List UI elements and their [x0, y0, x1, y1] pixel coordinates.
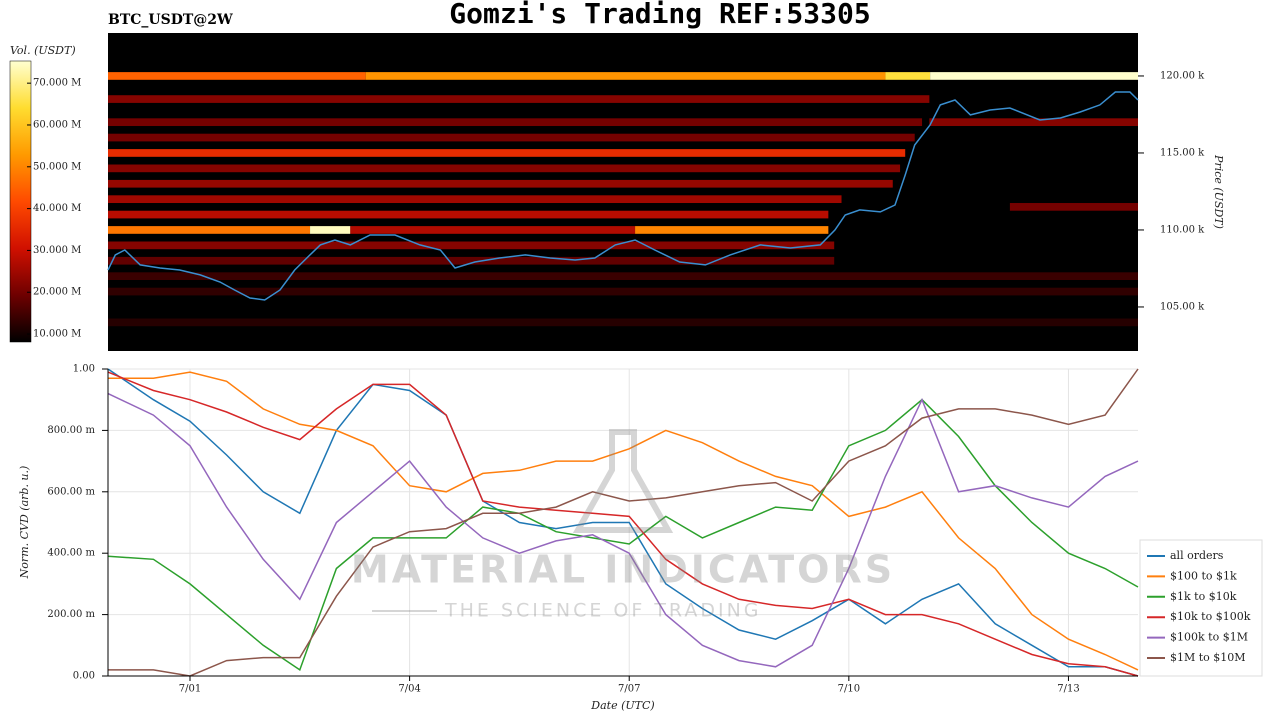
volume-wall: [310, 226, 351, 234]
x-tick-label: 7/01: [179, 684, 201, 695]
y-tick-label: 1.00: [73, 364, 95, 375]
y-tick-label: 600.00 m: [47, 486, 95, 497]
volume-wall: [635, 226, 829, 234]
volume-wall: [885, 72, 931, 80]
price-tick-label: 115.00 k: [1160, 147, 1205, 158]
heatmap-background: [108, 33, 1138, 351]
volume-wall: [108, 164, 901, 173]
colorbar-tick-label: 50.000 M: [33, 161, 81, 172]
volume-wall: [929, 118, 1138, 127]
volume-wall: [108, 179, 893, 188]
cvd-line: [107, 392, 1139, 668]
price-tick-label: 110.00 k: [1160, 224, 1205, 235]
heatmap: [107, 72, 1139, 327]
watermark-flask: [572, 429, 674, 533]
y-tick-label: 400.00 m: [47, 548, 95, 559]
date-axis-label: Date (UTC): [590, 699, 654, 712]
colorbar-tick-label: 40.000 M: [33, 203, 81, 214]
volume-wall: [930, 72, 1138, 80]
x-tick-label: 7/07: [618, 684, 640, 695]
x-tick-label: 7/10: [838, 684, 860, 695]
y-tick-label: 800.00 m: [47, 425, 95, 436]
colorbar: [9, 60, 32, 343]
volume-wall: [108, 256, 835, 265]
y-tick-label: 200.00 m: [47, 609, 95, 620]
x-tick-label: 7/13: [1057, 684, 1079, 695]
volume-wall: [350, 226, 636, 234]
legend-label: $100 to $1k: [1170, 569, 1237, 582]
cvd-line: [108, 368, 1139, 677]
x-tick-label: 7/04: [398, 684, 420, 695]
volume-wall: [108, 149, 906, 157]
volume-wall: [108, 318, 1138, 327]
legend-label: $1M to $10M: [1170, 651, 1246, 664]
price-tick-label: 120.00 k: [1160, 70, 1205, 81]
volume-wall: [108, 195, 842, 204]
legend-label: $10k to $100k: [1170, 610, 1251, 623]
volume-wall: [1009, 203, 1138, 211]
volume-wall: [365, 72, 886, 80]
legend-label: $100k to $1M: [1170, 631, 1248, 644]
cvd-plot: [107, 368, 1139, 677]
colorbar-tick-label: 10.000 M: [33, 329, 81, 340]
legend-label: $1k to $10k: [1170, 590, 1237, 603]
watermark-subtitle: THE SCIENCE OF TRADING: [444, 600, 762, 622]
cvd-line: [107, 368, 1139, 677]
colorbar-tick-label: 70.000 M: [33, 78, 81, 89]
cvd-line: [108, 371, 1139, 671]
y-tick-label: 0.00: [73, 671, 95, 682]
cvd-axis-label: Norm. CVD (arb. u.): [18, 466, 31, 580]
cvd-line: [107, 371, 1139, 677]
heatmap-title: BTC_USDT@2W: [108, 12, 233, 28]
volume-wall: [108, 241, 835, 250]
colorbar-tick-label: 20.000 M: [33, 287, 81, 298]
colorbar-label: Vol. (USDT): [10, 44, 76, 57]
colorbar-tick-label: 30.000 M: [33, 245, 81, 256]
volume-wall: [108, 210, 829, 219]
legend-box: [1139, 539, 1263, 677]
legend-label: all orders: [1170, 549, 1224, 562]
volume-wall: [108, 226, 311, 234]
volume-wall: [108, 133, 915, 142]
volume-wall: [108, 72, 366, 80]
volume-wall: [108, 95, 930, 103]
colorbar-tick-label: 60.000 M: [33, 119, 81, 130]
price-axis-label: Price (USDT): [1212, 154, 1225, 229]
volume-wall: [108, 118, 923, 127]
volume-wall: [108, 287, 1138, 296]
page-title: Gomzi's Trading REF:53305: [449, 0, 870, 30]
watermark: MATERIAL INDICATORS THE SCIENCE OF TRADI…: [351, 429, 895, 622]
watermark-title: MATERIAL INDICATORS: [351, 548, 895, 592]
volume-wall: [108, 272, 1138, 281]
price-line: [107, 91, 1139, 301]
cvd-line: [107, 398, 1139, 672]
price-tick-label: 105.00 k: [1160, 301, 1205, 312]
